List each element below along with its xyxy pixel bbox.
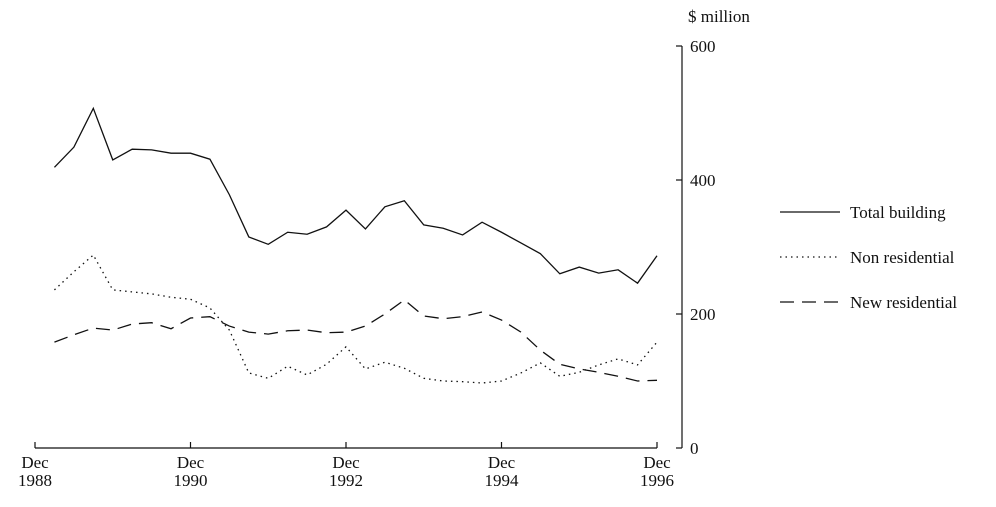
x-tick-label: Dec 1994: [485, 453, 520, 490]
legend-label: Total building: [850, 203, 946, 222]
x-tick-label: Dec 1988: [18, 453, 52, 490]
y-axis-label: $ million: [688, 7, 750, 26]
y-tick-label: 200: [690, 305, 716, 324]
legend-label: Non residential: [850, 248, 955, 267]
series-line: [54, 299, 658, 382]
legend-label: New residential: [850, 293, 957, 312]
series-line: [53, 106, 658, 285]
series-line: [53, 254, 658, 384]
x-tick-label: Dec 1992: [329, 453, 363, 490]
y-tick-label: 0: [690, 439, 699, 458]
x-tick-label: Dec 1996: [640, 453, 674, 490]
y-tick-label: 600: [690, 37, 716, 56]
y-tick-label: 400: [690, 171, 716, 190]
x-tick-label: Dec 1990: [174, 453, 208, 490]
